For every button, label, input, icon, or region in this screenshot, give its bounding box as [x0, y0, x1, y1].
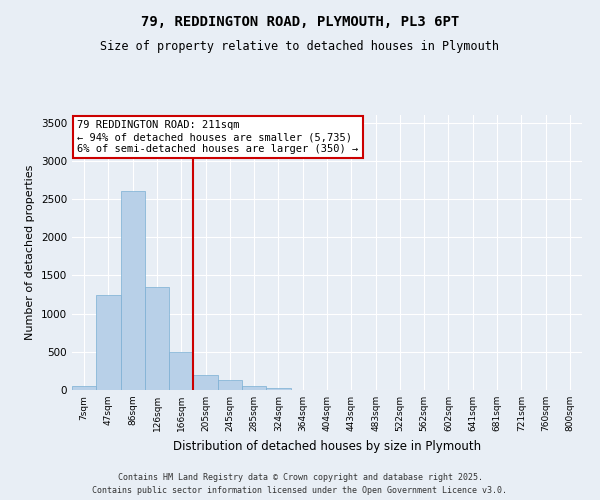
Bar — [193, 376, 218, 390]
Bar — [242, 386, 266, 390]
Y-axis label: Number of detached properties: Number of detached properties — [25, 165, 35, 340]
Text: Size of property relative to detached houses in Plymouth: Size of property relative to detached ho… — [101, 40, 499, 53]
X-axis label: Distribution of detached houses by size in Plymouth: Distribution of detached houses by size … — [173, 440, 481, 452]
Bar — [218, 380, 242, 390]
Bar — [145, 287, 169, 390]
Bar — [72, 386, 96, 390]
Text: Contains HM Land Registry data © Crown copyright and database right 2025.
Contai: Contains HM Land Registry data © Crown c… — [92, 474, 508, 495]
Text: 79 REDDINGTON ROAD: 211sqm
← 94% of detached houses are smaller (5,735)
6% of se: 79 REDDINGTON ROAD: 211sqm ← 94% of deta… — [77, 120, 358, 154]
Bar — [96, 294, 121, 390]
Text: 79, REDDINGTON ROAD, PLYMOUTH, PL3 6PT: 79, REDDINGTON ROAD, PLYMOUTH, PL3 6PT — [141, 15, 459, 29]
Bar — [121, 192, 145, 390]
Bar — [169, 352, 193, 390]
Bar — [266, 388, 290, 390]
